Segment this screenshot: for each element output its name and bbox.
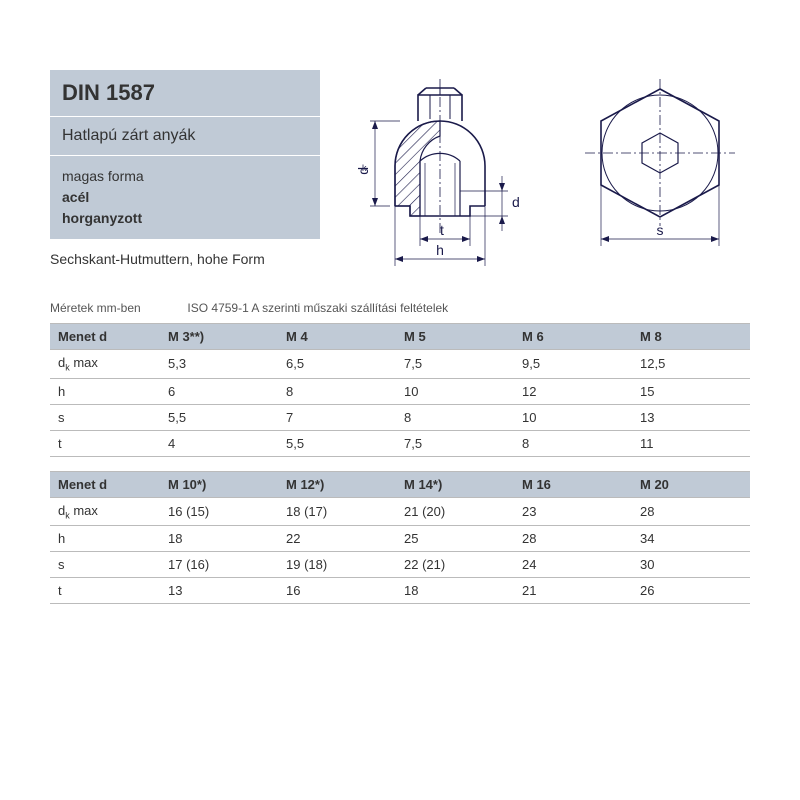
spec-table-2: Menet d M 10*) M 12*) M 14*) M 16 M 20 d… xyxy=(50,471,750,605)
cell: 16 xyxy=(278,578,396,604)
row-header-label: Menet d xyxy=(50,471,160,497)
svg-text:t: t xyxy=(440,222,444,238)
table-header-row: Menet d M 10*) M 12*) M 14*) M 16 M 20 xyxy=(50,471,750,497)
cell: 8 xyxy=(514,430,632,456)
cell: 5,5 xyxy=(160,404,278,430)
col-header: M 16 xyxy=(514,471,632,497)
cell: 16 (15) xyxy=(160,497,278,526)
cell: 13 xyxy=(160,578,278,604)
din-number: DIN 1587 xyxy=(62,80,308,106)
cell: 6 xyxy=(160,378,278,404)
row-label: t xyxy=(50,578,160,604)
info-panel: DIN 1587 Hatlapú zárt anyák magas forma … xyxy=(50,70,320,239)
table-row: t 13 16 18 21 26 xyxy=(50,578,750,604)
cell: 10 xyxy=(396,378,514,404)
cell: 25 xyxy=(396,526,514,552)
row-label: h xyxy=(50,378,160,404)
table-caption: Méretek mm-ben ISO 4759-1 A szerinti műs… xyxy=(50,301,750,315)
cell: 28 xyxy=(514,526,632,552)
cell: 12 xyxy=(514,378,632,404)
cell: 18 (17) xyxy=(278,497,396,526)
attr-form: magas forma xyxy=(62,166,308,187)
col-header: M 12*) xyxy=(278,471,396,497)
col-header: M 14*) xyxy=(396,471,514,497)
capnut-side-view-icon: d k d t h xyxy=(340,71,540,271)
cell: 23 xyxy=(514,497,632,526)
table-row: h 18 22 25 28 34 xyxy=(50,526,750,552)
cell: 12,5 xyxy=(632,350,750,379)
table-header-row: Menet d M 3**) M 4 M 5 M 6 M 8 xyxy=(50,324,750,350)
row-label: h xyxy=(50,526,160,552)
row-header-label: Menet d xyxy=(50,324,160,350)
svg-text:k: k xyxy=(362,163,367,173)
caption-standard: ISO 4759-1 A szerinti műszaki szállítási… xyxy=(187,301,448,315)
cell: 24 xyxy=(514,552,632,578)
col-header: M 4 xyxy=(278,324,396,350)
cell: 5,3 xyxy=(160,350,278,379)
row-label: s xyxy=(50,552,160,578)
col-header: M 5 xyxy=(396,324,514,350)
cell: 19 (18) xyxy=(278,552,396,578)
cell: 6,5 xyxy=(278,350,396,379)
cell: 22 (21) xyxy=(396,552,514,578)
cell: 34 xyxy=(632,526,750,552)
subtitle-block: Hatlapú zárt anyák xyxy=(50,117,320,156)
svg-text:d: d xyxy=(512,194,520,210)
cell: 17 (16) xyxy=(160,552,278,578)
cell: 26 xyxy=(632,578,750,604)
col-header: M 3**) xyxy=(160,324,278,350)
subtitle: Hatlapú zárt anyák xyxy=(62,127,308,145)
din-title-block: DIN 1587 xyxy=(50,70,320,117)
row-label: dk max xyxy=(50,497,160,526)
caption-units: Méretek mm-ben xyxy=(50,301,141,315)
cell: 30 xyxy=(632,552,750,578)
svg-text:s: s xyxy=(657,222,664,238)
cell: 7 xyxy=(278,404,396,430)
cell: 9,5 xyxy=(514,350,632,379)
cell: 8 xyxy=(278,378,396,404)
table-row: h 6 8 10 12 15 xyxy=(50,378,750,404)
row-label: dk max xyxy=(50,350,160,379)
attr-material: acél xyxy=(62,187,308,208)
cell: 21 (20) xyxy=(396,497,514,526)
col-header: M 20 xyxy=(632,471,750,497)
table-row: s 5,5 7 8 10 13 xyxy=(50,404,750,430)
row-label: s xyxy=(50,404,160,430)
col-header: M 6 xyxy=(514,324,632,350)
spec-table-1: Menet d M 3**) M 4 M 5 M 6 M 8 dk max 5,… xyxy=(50,323,750,457)
cell: 18 xyxy=(160,526,278,552)
col-header: M 8 xyxy=(632,324,750,350)
cell: 8 xyxy=(396,404,514,430)
cell: 5,5 xyxy=(278,430,396,456)
cell: 4 xyxy=(160,430,278,456)
attrs-block: magas forma acél horganyzott xyxy=(50,156,320,239)
technical-diagram: d k d t h xyxy=(340,70,750,271)
cell: 28 xyxy=(632,497,750,526)
cell: 22 xyxy=(278,526,396,552)
table-row: s 17 (16) 19 (18) 22 (21) 24 30 xyxy=(50,552,750,578)
cell: 13 xyxy=(632,404,750,430)
german-description: Sechskant-Hutmuttern, hohe Form xyxy=(50,247,320,271)
svg-text:h: h xyxy=(436,242,444,258)
row-label: t xyxy=(50,430,160,456)
cell: 7,5 xyxy=(396,430,514,456)
cell: 15 xyxy=(632,378,750,404)
cell: 10 xyxy=(514,404,632,430)
cell: 18 xyxy=(396,578,514,604)
cell: 7,5 xyxy=(396,350,514,379)
table-row: dk max 16 (15) 18 (17) 21 (20) 23 28 xyxy=(50,497,750,526)
cell: 11 xyxy=(632,430,750,456)
attr-finish: horganyzott xyxy=(62,208,308,229)
table-row: dk max 5,3 6,5 7,5 9,5 12,5 xyxy=(50,350,750,379)
cell: 21 xyxy=(514,578,632,604)
capnut-top-view-icon: s xyxy=(570,71,750,271)
col-header: M 10*) xyxy=(160,471,278,497)
table-row: t 4 5,5 7,5 8 11 xyxy=(50,430,750,456)
